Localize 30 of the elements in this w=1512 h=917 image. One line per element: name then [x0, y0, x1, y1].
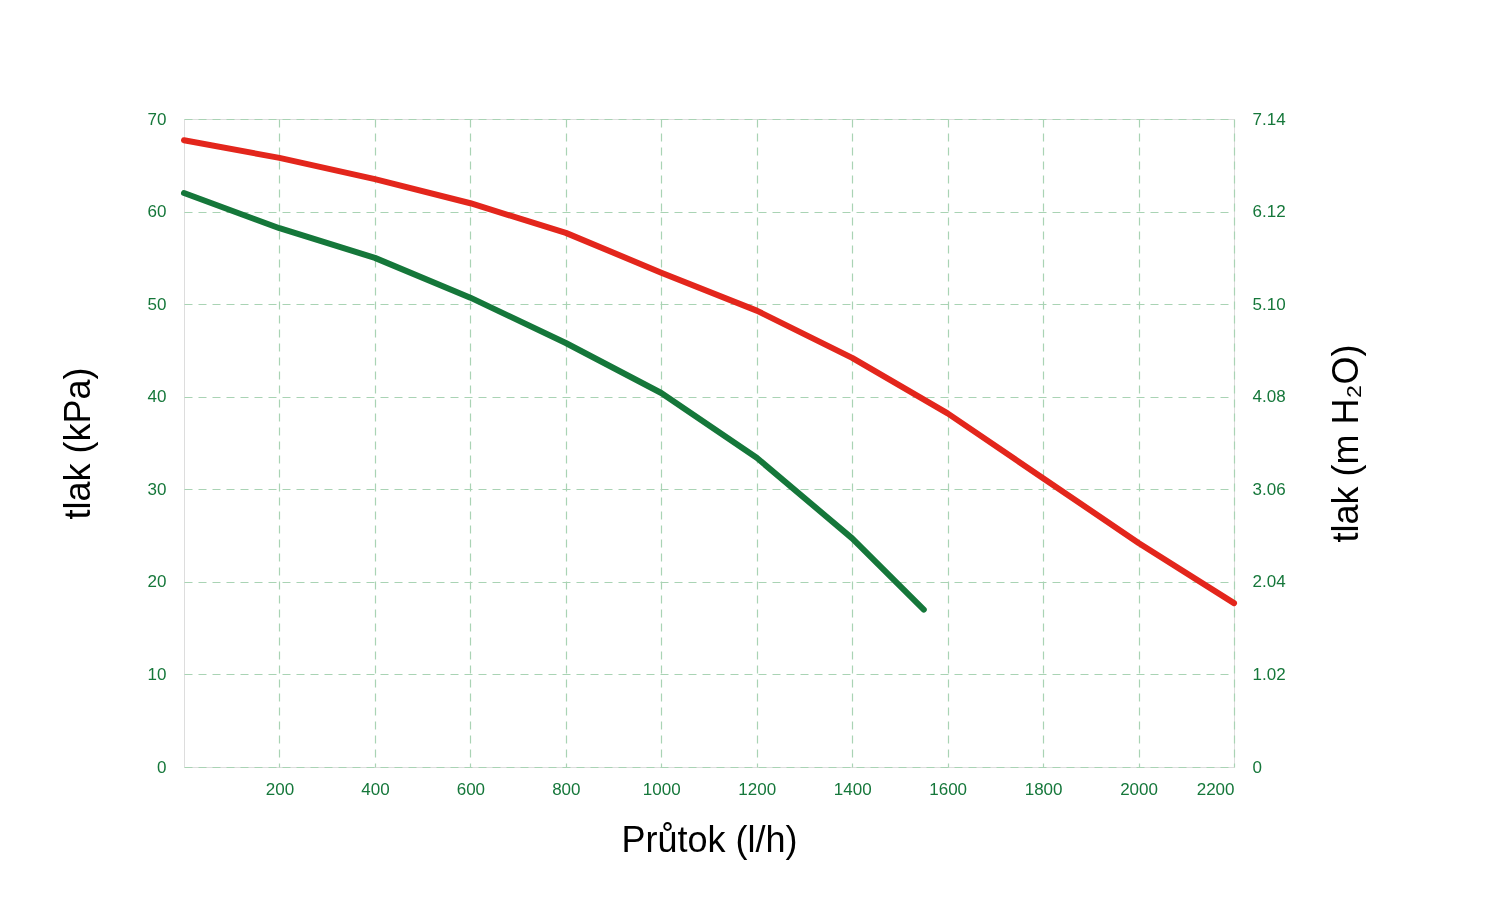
y-tick-label: 50 [147, 294, 167, 314]
x-tick-label: 1800 [1024, 779, 1063, 799]
y-tick-label: 70 [147, 109, 167, 129]
y-tick-label: 0 [157, 757, 167, 777]
y2-tick-label: 5.10 [1252, 294, 1286, 314]
y2-tick-label: 7.14 [1252, 109, 1286, 129]
x-axis-title: Průtok (l/h) [621, 818, 798, 860]
y2-tick-label: 3.06 [1252, 479, 1286, 499]
x-tick-label: 2200 [1196, 779, 1235, 799]
y2-tick-label: 2.04 [1252, 572, 1286, 592]
y-tick-label: 60 [147, 202, 167, 222]
y-tick-label: 40 [147, 387, 167, 407]
x-tick-label: 800 [552, 779, 581, 799]
x-tick-label: 400 [361, 779, 390, 799]
y2-tick-label: 0 [1252, 757, 1262, 777]
x-tick-label: 200 [265, 779, 295, 799]
y-tick-label: 30 [147, 479, 167, 499]
y-axis-title: tlak (kPa) [56, 367, 98, 520]
x-tick-label: 1000 [642, 779, 681, 799]
x-tick-label: 1600 [929, 779, 968, 799]
x-tick-label: 1400 [833, 779, 872, 799]
y2-tick-label: 4.08 [1252, 387, 1286, 407]
y2-tick-label: 1.02 [1252, 664, 1286, 684]
y2-tick-label: 6.12 [1252, 202, 1286, 222]
y2-axis-title: tlak (m H₂O) [1324, 344, 1366, 543]
y-tick-label: 20 [147, 572, 167, 592]
x-tick-label: 1200 [738, 779, 777, 799]
x-tick-label: 2000 [1120, 779, 1158, 799]
y-tick-label: 10 [147, 664, 167, 684]
x-tick-label: 600 [456, 779, 486, 799]
